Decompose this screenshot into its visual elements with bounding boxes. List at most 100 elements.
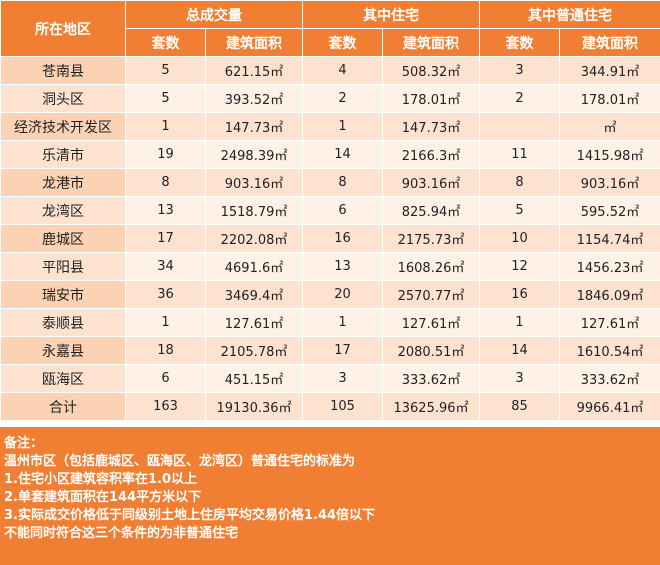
ord-count-cell: 2 — [479, 84, 560, 113]
total-count-cell: 1 — [125, 112, 206, 141]
note-line: 3.实际成交价格低于同级别土地上住房平均交易价格1.44倍以下 — [4, 508, 376, 523]
res-count-cell: 17 — [302, 336, 383, 365]
ord-count-cell: 8 — [479, 168, 560, 197]
table-row: 瓯海区 6 451.15㎡ 3 333.62㎡ 3 333.62㎡ — [0, 364, 660, 393]
total-count-cell: 6 — [125, 364, 206, 393]
res-area-cell: 508.32㎡ — [382, 56, 480, 85]
ord-count-cell: 85 — [479, 392, 560, 421]
ord-area-cell: 1415.98㎡ — [559, 140, 660, 169]
total-area-cell: 2202.08㎡ — [205, 224, 303, 253]
table-row: 乐清市 19 2498.39㎡ 14 2166.3㎡ 11 1415.98㎡ — [0, 140, 660, 169]
header-res-count: 套数 — [302, 28, 383, 57]
region-cell: 洞头区 — [0, 84, 126, 113]
header-group-ordinary: 其中普通住宅 — [479, 0, 660, 29]
region-cell: 合计 — [0, 392, 126, 421]
ord-area-cell: 1154.74㎡ — [559, 224, 660, 253]
total-area-cell: 147.73㎡ — [205, 112, 303, 141]
ord-area-cell: 9966.41㎡ — [559, 392, 660, 421]
ord-area-cell: 903.16㎡ — [559, 168, 660, 197]
table-row: 经济技术开发区 1 147.73㎡ 1 147.73㎡ ㎡ — [0, 112, 660, 141]
header-ord-count: 套数 — [479, 28, 560, 57]
table-row: 洞头区 5 393.52㎡ 2 178.01㎡ 2 178.01㎡ — [0, 84, 660, 113]
table-row: 永嘉县 18 2105.78㎡ 17 2080.51㎡ 14 1610.54㎡ — [0, 336, 660, 365]
region-cell: 经济技术开发区 — [0, 112, 126, 141]
res-area-cell: 178.01㎡ — [382, 84, 480, 113]
header-ord-area: 建筑面积 — [559, 28, 660, 57]
note-line: 2.单套建筑面积在144平方米以下 — [4, 490, 202, 505]
total-area-cell: 2498.39㎡ — [205, 140, 303, 169]
header-res-area: 建筑面积 — [382, 28, 480, 57]
header-total-area: 建筑面积 — [205, 28, 303, 57]
notes-panel: 备注： 温州市区（包括鹿城区、瓯海区、龙湾区）普通住宅的标准为 1.住宅小区建筑… — [0, 427, 660, 565]
total-area-cell: 2105.78㎡ — [205, 336, 303, 365]
table-row: 龙湾区 13 1518.79㎡ 6 825.94㎡ 5 595.52㎡ — [0, 196, 660, 225]
res-count-cell: 8 — [302, 168, 383, 197]
ord-count-cell: 3 — [479, 56, 560, 85]
res-count-cell: 4 — [302, 56, 383, 85]
total-area-cell: 1518.79㎡ — [205, 196, 303, 225]
ord-area-cell: 178.01㎡ — [559, 84, 660, 113]
region-cell: 鹿城区 — [0, 224, 126, 253]
res-count-cell: 2 — [302, 84, 383, 113]
ord-area-cell: 333.62㎡ — [559, 364, 660, 393]
region-cell: 永嘉县 — [0, 336, 126, 365]
header-region: 所在地区 — [0, 0, 126, 57]
ord-count-cell: 11 — [479, 140, 560, 169]
ord-area-cell: 1846.09㎡ — [559, 280, 660, 309]
total-area-cell: 393.52㎡ — [205, 84, 303, 113]
total-area-cell: 19130.36㎡ — [205, 392, 303, 421]
total-count-cell: 17 — [125, 224, 206, 253]
region-cell: 泰顺县 — [0, 308, 126, 337]
ord-area-cell: 1456.23㎡ — [559, 252, 660, 281]
total-count-cell: 13 — [125, 196, 206, 225]
res-count-cell: 1 — [302, 112, 383, 141]
total-count-cell: 8 — [125, 168, 206, 197]
region-cell: 龙湾区 — [0, 196, 126, 225]
ord-count-cell: 1 — [479, 308, 560, 337]
table-row: 平阳县 34 4691.6㎡ 13 1608.26㎡ 12 1456.23㎡ — [0, 252, 660, 281]
table-row: 苍南县 5 621.15㎡ 4 508.32㎡ 3 344.91㎡ — [0, 56, 660, 85]
note-line: 温州市区（包括鹿城区、瓯海区、龙湾区）普通住宅的标准为 — [4, 454, 356, 469]
total-count-cell: 36 — [125, 280, 206, 309]
res-area-cell: 333.62㎡ — [382, 364, 480, 393]
ord-count-cell: 14 — [479, 336, 560, 365]
table-row: 鹿城区 17 2202.08㎡ 16 2175.73㎡ 10 1154.74㎡ — [0, 224, 660, 253]
total-area-cell: 621.15㎡ — [205, 56, 303, 85]
region-cell: 龙港市 — [0, 168, 126, 197]
ord-area-cell: ㎡ — [559, 112, 660, 141]
total-area-cell: 3469.4㎡ — [205, 280, 303, 309]
region-cell: 苍南县 — [0, 56, 126, 85]
table-row: 泰顺县 1 127.61㎡ 1 127.61㎡ 1 127.61㎡ — [0, 308, 660, 337]
res-area-cell: 127.61㎡ — [382, 308, 480, 337]
ord-count-cell: 3 — [479, 364, 560, 393]
region-cell: 乐清市 — [0, 140, 126, 169]
table-total-row: 合计 163 19130.36㎡ 105 13625.96㎡ 85 9966.4… — [0, 392, 660, 421]
total-count-cell: 163 — [125, 392, 206, 421]
note-title: 备注： — [4, 436, 44, 451]
total-area-cell: 4691.6㎡ — [205, 252, 303, 281]
res-area-cell: 1608.26㎡ — [382, 252, 480, 281]
total-count-cell: 5 — [125, 84, 206, 113]
res-area-cell: 825.94㎡ — [382, 196, 480, 225]
region-cell: 瓯海区 — [0, 364, 126, 393]
ord-count-cell: 12 — [479, 252, 560, 281]
res-count-cell: 105 — [302, 392, 383, 421]
table-row: 龙港市 8 903.16㎡ 8 903.16㎡ 8 903.16㎡ — [0, 168, 660, 197]
note-line: 1.住宅小区建筑容积率在1.0以上 — [4, 472, 198, 487]
res-count-cell: 16 — [302, 224, 383, 253]
total-area-cell: 127.61㎡ — [205, 308, 303, 337]
ord-area-cell: 595.52㎡ — [559, 196, 660, 225]
res-count-cell: 6 — [302, 196, 383, 225]
res-count-cell: 14 — [302, 140, 383, 169]
ord-count-cell — [479, 112, 560, 141]
ord-count-cell: 5 — [479, 196, 560, 225]
res-area-cell: 903.16㎡ — [382, 168, 480, 197]
total-area-cell: 903.16㎡ — [205, 168, 303, 197]
res-count-cell: 1 — [302, 308, 383, 337]
total-count-cell: 5 — [125, 56, 206, 85]
sales-table: 所在地区 总成交量 其中住宅 其中普通住宅 套数 建筑面积 套数 建筑面积 套数… — [0, 0, 660, 421]
res-count-cell: 3 — [302, 364, 383, 393]
res-area-cell: 13625.96㎡ — [382, 392, 480, 421]
header-group-total: 总成交量 — [125, 0, 303, 29]
